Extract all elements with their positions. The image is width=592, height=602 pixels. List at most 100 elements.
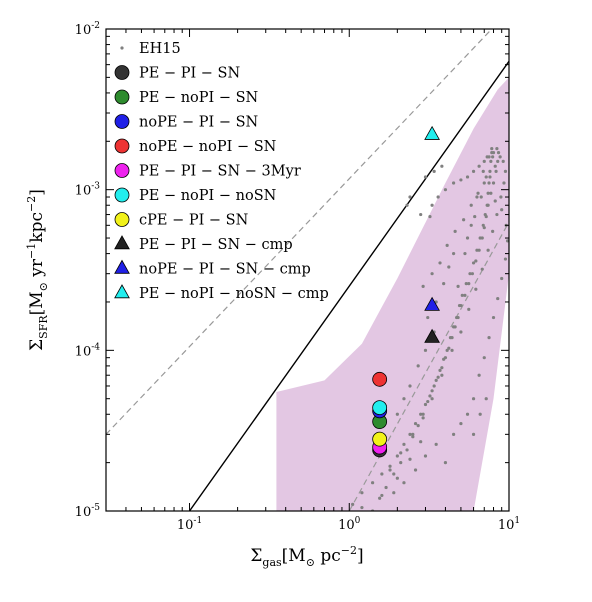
eh15-point xyxy=(366,517,369,520)
eh15-point xyxy=(486,203,490,207)
eh15-point xyxy=(360,491,364,495)
eh15-point xyxy=(494,169,498,173)
y-axis-label-exp1: −1 xyxy=(25,243,38,259)
eh15-point xyxy=(399,461,403,465)
legend-label: PE − PI − SN xyxy=(139,66,240,82)
eh15-point xyxy=(456,284,460,288)
model-markers-layer xyxy=(372,125,440,458)
eh15-point xyxy=(436,195,440,199)
eh15-point xyxy=(486,248,490,252)
eh15-point xyxy=(470,272,474,276)
eh15-point xyxy=(491,229,495,233)
eh15-point xyxy=(408,457,412,461)
eh15-point xyxy=(395,412,399,416)
x-axis-label-sub: gas xyxy=(262,556,282,569)
eh15-point xyxy=(399,451,403,455)
eh15-point xyxy=(503,169,508,173)
plot-frame xyxy=(105,28,510,512)
legend-marker xyxy=(114,187,130,203)
eh15-point xyxy=(488,169,492,173)
legend-label: PE − PI − SN − 3Myr xyxy=(139,164,301,180)
ticks-layer: 10-1 100 101 10-5 10-4 10-3 10-2 xyxy=(75,21,520,533)
eh15-point xyxy=(416,364,420,368)
eh15-point xyxy=(493,199,497,203)
eh15-point xyxy=(491,155,495,159)
eh15-point xyxy=(455,315,459,320)
eh15-point xyxy=(463,293,467,297)
eh15-point xyxy=(421,412,425,416)
legend-label: noPE − PI − SN xyxy=(139,115,259,131)
y-axis-label-close: ] xyxy=(27,189,47,196)
eh15-point xyxy=(388,468,392,472)
legend-marker xyxy=(114,114,130,129)
eh15-point xyxy=(482,181,486,185)
legend-label: EH15 xyxy=(139,41,181,57)
eh15-point xyxy=(426,399,430,404)
y-axis-label-sub: SFR xyxy=(37,315,50,339)
y-tick-label: 10-2 xyxy=(75,21,100,38)
eh15-point xyxy=(443,461,448,465)
eh15-point xyxy=(475,248,479,252)
eh15-point xyxy=(380,493,384,498)
eh15-point xyxy=(500,276,504,281)
scatter-points-layer xyxy=(328,147,509,528)
eh15-point xyxy=(498,155,502,159)
eh15-point xyxy=(413,468,418,472)
eh15-point xyxy=(428,214,432,219)
eh15-point xyxy=(473,214,477,219)
legend: EH15 PE − PI − SN PE − noPI − SN noPE − PI … xyxy=(114,41,329,302)
eh15-point xyxy=(408,432,412,436)
eh15-point xyxy=(328,525,331,528)
x-tick-label: 101 xyxy=(498,516,520,533)
eh15-point xyxy=(490,147,494,151)
eh15-point xyxy=(423,175,428,179)
eh15-point xyxy=(452,432,456,436)
eh15-point xyxy=(428,394,432,398)
y-tick-label: 10-3 xyxy=(75,182,101,199)
y-tick-label: 10-4 xyxy=(75,342,101,359)
x-axis-label-exp: −2 xyxy=(341,544,357,557)
eh15-point xyxy=(481,169,485,173)
eh15-point xyxy=(408,195,412,199)
eh15-point xyxy=(351,502,355,506)
eh15-point xyxy=(471,169,476,173)
eh15-point xyxy=(402,397,406,401)
eh15-point xyxy=(479,195,483,199)
eh15-point xyxy=(496,151,501,155)
eh15-point xyxy=(392,472,396,476)
eh15-point xyxy=(485,155,489,159)
eh15-point xyxy=(478,236,482,240)
eh15-point xyxy=(465,236,470,240)
eh15-point xyxy=(452,181,456,185)
eh15-point xyxy=(405,203,409,207)
reference-line-solid-0 xyxy=(188,60,509,511)
eh15-point xyxy=(478,412,482,416)
eh15-point xyxy=(499,195,503,199)
eh15-point xyxy=(432,169,436,173)
eh15-point xyxy=(445,348,449,352)
eh15-point xyxy=(487,181,491,185)
eh15-point xyxy=(489,159,493,163)
marker-9 xyxy=(424,296,440,311)
legend-label: noPE − noPI − SN xyxy=(139,139,277,155)
eh15-point xyxy=(489,191,493,195)
legend-marker xyxy=(114,138,130,154)
eh15-point xyxy=(430,397,434,401)
legend-label: PE − noPI − SN xyxy=(139,90,259,106)
eh15-point xyxy=(503,257,508,261)
eh15-point xyxy=(440,164,444,168)
y-axis-label-symbol: Σ xyxy=(27,339,47,351)
eh15-point xyxy=(495,212,499,217)
eh15-point xyxy=(460,293,464,297)
eh15-point xyxy=(440,366,444,370)
eh15-point xyxy=(468,272,472,276)
eh15-point xyxy=(442,357,446,361)
x-axis-label-unit2: pc xyxy=(315,546,341,566)
eh15-point xyxy=(423,402,428,407)
eh15-point xyxy=(495,147,499,151)
eh15-point xyxy=(469,223,473,227)
eh15-point xyxy=(491,151,496,155)
eh15-point xyxy=(465,412,470,416)
marker-4 xyxy=(372,371,388,387)
